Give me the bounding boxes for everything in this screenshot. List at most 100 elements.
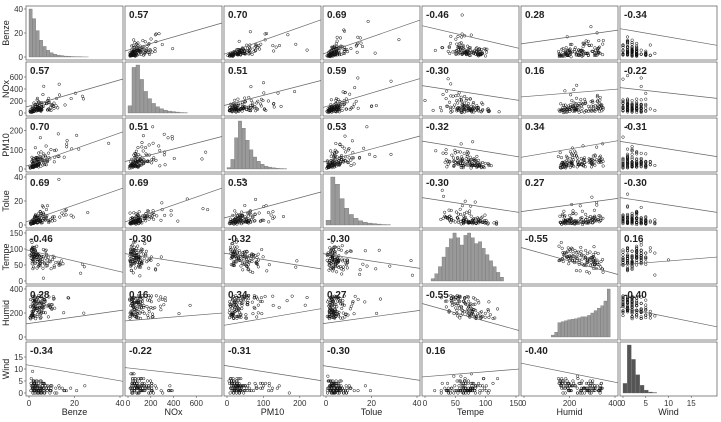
scatter-point xyxy=(129,166,133,170)
scatter-point xyxy=(471,140,475,144)
scatter-point xyxy=(240,109,244,113)
scatter-point xyxy=(343,90,347,95)
scatter-point xyxy=(593,109,597,113)
scatter-point xyxy=(169,209,173,213)
panel-tempe-vs-pm10: -0.32 xyxy=(223,229,322,285)
scatter-point xyxy=(342,29,347,33)
scatter-point xyxy=(252,46,256,50)
scatter-point xyxy=(249,106,253,110)
histogram-bar xyxy=(551,334,555,338)
histogram-bar xyxy=(143,91,148,114)
histogram-bar xyxy=(135,64,140,114)
scatter-point xyxy=(228,54,232,58)
scatter-point xyxy=(574,52,578,56)
scatter-point xyxy=(576,48,581,52)
y-tick-label: 400 xyxy=(10,285,24,294)
scatter-point xyxy=(587,157,591,161)
y-tick-label: 0 xyxy=(19,333,24,342)
scatter-point xyxy=(635,158,639,162)
scatter-point xyxy=(63,103,67,107)
scatter-point xyxy=(327,110,331,114)
scatter-point xyxy=(157,144,161,148)
scatter-point xyxy=(259,102,263,106)
scatter-point xyxy=(630,49,634,53)
y-tick-label: 150 xyxy=(10,229,24,238)
y-tick-label: 5 xyxy=(19,377,24,386)
scatter-point xyxy=(71,215,75,219)
correlation-label: 0.69 xyxy=(30,178,50,189)
correlation-label: -0.31 xyxy=(624,122,647,133)
scatter-point xyxy=(170,137,174,141)
scatter-point xyxy=(580,106,584,110)
scatter-point xyxy=(621,52,625,56)
scatter-point xyxy=(626,110,630,114)
regression-line xyxy=(421,25,520,49)
scatter-point xyxy=(466,102,470,106)
scatter-point xyxy=(231,52,235,56)
scatter-point xyxy=(134,153,138,157)
panel-humid-vs-tolue: 0.27 xyxy=(322,285,421,341)
scatter-point xyxy=(570,104,574,108)
scatter-point xyxy=(333,104,337,108)
scatter-point xyxy=(559,102,563,106)
scatter-point xyxy=(389,152,393,156)
scatter-point xyxy=(644,51,648,55)
scatter-point xyxy=(461,107,465,111)
histogram-bar xyxy=(376,223,382,226)
regression-line xyxy=(124,22,223,52)
scatter-point xyxy=(326,54,330,58)
scatter-point xyxy=(480,165,484,169)
scatter-point xyxy=(466,50,470,54)
scatter-point xyxy=(626,97,630,101)
scatter-point xyxy=(570,164,574,168)
histogram-bar xyxy=(574,318,578,338)
scatter-point xyxy=(335,108,339,112)
scatter-point xyxy=(497,110,501,114)
histogram-bar xyxy=(460,244,464,282)
panel-benze-vs-benze xyxy=(25,5,124,61)
scatter-point xyxy=(150,158,154,162)
scatter-point xyxy=(564,164,568,169)
scatter-point xyxy=(49,109,53,113)
scatter-point xyxy=(466,158,470,162)
panel-wind-vs-humid: -0.40 xyxy=(520,341,619,397)
scatter-point xyxy=(153,33,157,37)
scatter-point xyxy=(630,45,634,49)
scatter-point xyxy=(57,82,61,86)
y-tick-label: 200 xyxy=(10,309,24,318)
scatter-point xyxy=(349,158,353,162)
histogram-bar xyxy=(131,67,136,114)
y-axis-label: PM10 xyxy=(1,133,11,157)
scatter-point xyxy=(141,162,146,166)
regression-line xyxy=(421,85,520,101)
scatter-point xyxy=(348,92,352,96)
scatter-point xyxy=(630,108,634,112)
scatter-point xyxy=(245,107,249,111)
scatter-point xyxy=(574,96,579,100)
scatter-point xyxy=(579,156,583,160)
scatter-point xyxy=(35,103,39,107)
scatter-point xyxy=(204,150,208,154)
correlation-label: -0.34 xyxy=(30,346,53,357)
panel-tempe-vs-benze: -0.46 xyxy=(25,229,124,285)
scatter-point xyxy=(254,43,258,47)
panel-pm10-vs-humid: 0.34 xyxy=(520,117,619,173)
scatter-point xyxy=(590,49,594,53)
scatter-point xyxy=(33,214,37,218)
scatter-point xyxy=(573,46,577,50)
histogram-bar xyxy=(561,321,565,338)
scatter-point xyxy=(331,46,335,50)
correlation-label: 0.16 xyxy=(624,234,644,245)
scatter-point xyxy=(474,158,478,162)
scatter-point xyxy=(644,165,648,169)
scatter-point xyxy=(486,162,490,166)
scatter-point xyxy=(461,51,465,55)
scatter-point xyxy=(132,50,136,54)
y-tick-label: 100 xyxy=(10,245,24,254)
scatter-point xyxy=(598,109,602,113)
panel-tolue-vs-wind: -0.30 xyxy=(619,173,718,229)
scatter-point xyxy=(344,107,348,111)
correlation-label: 0.16 xyxy=(129,290,149,301)
scatter-point xyxy=(462,101,466,105)
